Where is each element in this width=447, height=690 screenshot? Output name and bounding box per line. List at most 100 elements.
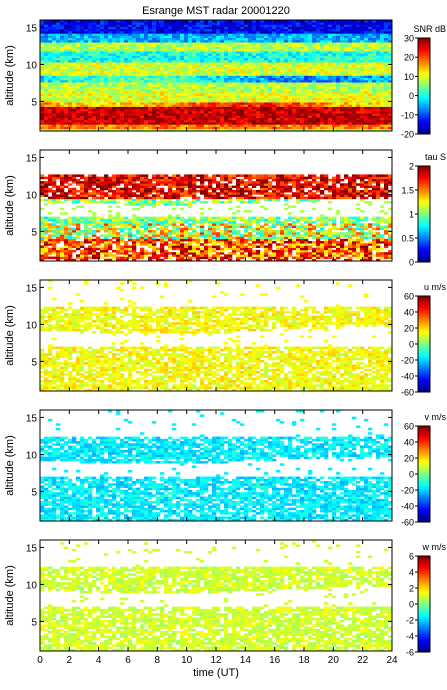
heatmap-cell	[260, 91, 265, 94]
heatmap-cell	[252, 113, 257, 116]
heatmap-cell	[280, 128, 285, 132]
heatmap-cell	[292, 126, 297, 130]
heatmap-cell	[40, 62, 45, 65]
heatmap-cell	[100, 249, 105, 253]
heatmap-cell	[40, 128, 45, 132]
heatmap-cell	[124, 82, 129, 85]
heatmap-cell	[216, 93, 221, 96]
heatmap-cell	[80, 24, 85, 27]
heatmap-cell	[364, 256, 369, 260]
heatmap-cell	[344, 53, 349, 56]
heatmap-cell	[88, 86, 93, 90]
heatmap-cell	[112, 24, 117, 27]
heatmap-cell	[72, 95, 77, 98]
heatmap-cell	[208, 102, 213, 105]
colorbar-segment	[418, 51, 430, 54]
heatmap-cell	[68, 247, 73, 251]
heatmap-cell	[296, 256, 301, 260]
heatmap-cell	[296, 97, 301, 101]
heatmap-cell	[340, 42, 345, 45]
heatmap-cell	[180, 258, 185, 262]
heatmap-cell	[304, 77, 309, 81]
heatmap-cell	[380, 86, 385, 90]
heatmap-cell	[372, 117, 377, 121]
heatmap-cell	[384, 35, 389, 39]
heatmap-cell	[100, 126, 105, 130]
heatmap-cell	[56, 33, 61, 36]
heatmap-cell	[156, 77, 161, 81]
heatmap-cell	[248, 28, 253, 32]
heatmap-cell	[60, 247, 65, 251]
heatmap-cell	[184, 258, 189, 262]
heatmap-cell	[360, 119, 365, 123]
heatmap-cell	[252, 97, 257, 101]
heatmap-cell	[344, 66, 349, 70]
heatmap-cell	[40, 245, 45, 248]
heatmap-cell	[112, 39, 117, 43]
heatmap-cell	[272, 113, 277, 116]
heatmap-cell	[364, 111, 369, 114]
heatmap-cell	[328, 104, 333, 107]
heatmap-cell	[108, 48, 113, 52]
heatmap-cell	[184, 111, 189, 114]
heatmap-cell	[368, 24, 373, 27]
heatmap-cell	[236, 97, 241, 101]
heatmap-cell	[316, 28, 321, 32]
heatmap-cell	[292, 35, 297, 39]
heatmap-cell	[144, 111, 149, 114]
heatmap-cell	[296, 245, 301, 248]
heatmap-cell	[100, 73, 105, 76]
heatmap-cell	[280, 44, 285, 47]
heatmap-cell	[364, 66, 369, 70]
heatmap-cell	[60, 59, 65, 63]
heatmap-cell	[388, 20, 393, 23]
heatmap-cell	[180, 73, 185, 76]
heatmap-cell	[236, 99, 241, 103]
heatmap-cell	[120, 245, 125, 248]
heatmap-cell	[364, 122, 369, 125]
heatmap-cell	[200, 247, 205, 251]
heatmap-cell	[200, 106, 205, 110]
heatmap-cell	[344, 22, 349, 25]
heatmap-cell	[156, 55, 161, 59]
heatmap-cell	[164, 93, 169, 96]
heatmap-cell	[160, 124, 165, 127]
heatmap-cell	[188, 53, 193, 56]
heatmap-cell	[168, 44, 173, 47]
heatmap-cell	[192, 79, 197, 83]
heatmap-cell	[140, 113, 145, 116]
heatmap-cell	[44, 46, 49, 50]
heatmap-cell	[88, 57, 93, 61]
heatmap-cell	[308, 46, 313, 50]
heatmap-cell	[308, 95, 313, 98]
heatmap-cell	[152, 57, 157, 61]
heatmap-cell	[264, 88, 269, 92]
heatmap-cell	[180, 20, 185, 23]
heatmap-cell	[192, 102, 197, 105]
heatmap-cell	[352, 99, 357, 103]
heatmap-cell	[212, 113, 217, 116]
heatmap-cell	[76, 79, 81, 83]
heatmap-cell	[356, 48, 361, 52]
heatmap-cell	[196, 97, 201, 101]
heatmap-cell	[324, 31, 329, 34]
heatmap-cell	[112, 31, 117, 34]
heatmap-cell	[276, 68, 281, 72]
heatmap-cell	[172, 68, 177, 72]
heatmap-cell	[384, 117, 389, 121]
heatmap-cell	[332, 106, 337, 110]
heatmap-cell	[232, 37, 237, 41]
heatmap-cell	[160, 88, 165, 92]
heatmap-cell	[44, 20, 49, 23]
heatmap-cell	[328, 256, 333, 260]
heatmap-cell	[220, 24, 225, 27]
heatmap-cell	[232, 84, 237, 87]
heatmap-cell	[320, 28, 325, 32]
heatmap-cell	[140, 37, 145, 41]
heatmap-cell	[156, 22, 161, 25]
heatmap-cell	[284, 57, 289, 61]
heatmap-cell	[160, 39, 165, 43]
heatmap-cell	[248, 254, 253, 257]
heatmap-cell	[340, 51, 345, 54]
heatmap-cell	[288, 59, 293, 63]
